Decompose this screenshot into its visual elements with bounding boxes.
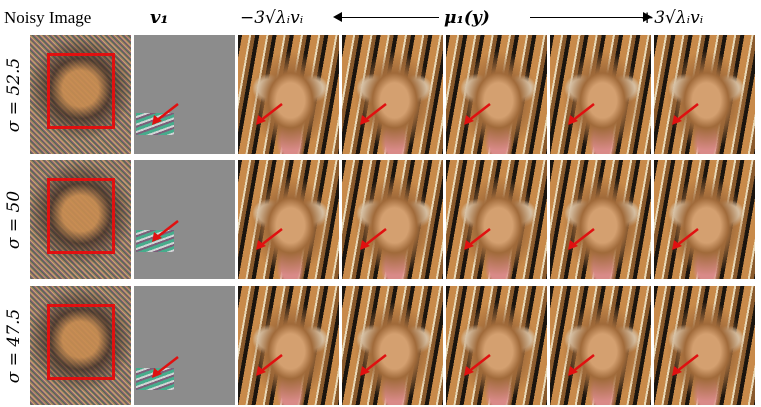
crop-box [47,304,115,380]
mean-image [446,286,547,405]
red-arrow-icon [256,103,283,125]
red-arrow-icon [672,228,699,250]
sample-image [238,286,339,405]
red-arrow-icon [464,103,491,125]
sample-image [342,160,443,279]
red-arrow-icon [360,354,387,376]
v1-image [134,35,235,154]
sample-image [342,286,443,405]
sigma-row: σ = 47.5 [0,286,761,406]
column-header-minus: −3√λᵢvᵢ [240,8,304,28]
red-arrow-icon [464,354,491,376]
column-header-noisy-image: Noisy Image [4,8,92,27]
v1-image [134,286,235,405]
column-header-v1: v₁ [150,7,169,28]
red-arrow-icon [256,354,283,376]
mean-image [446,35,547,154]
red-arrow-icon [672,354,699,376]
row-label: σ = 47.5 [0,286,28,406]
red-arrow-icon [568,354,595,376]
arrow-left-icon [333,12,342,22]
sigma-label: σ = 52.5 [4,57,24,133]
column-header-mean: μ₁(y) [444,8,490,28]
v1-stripe [136,368,174,390]
red-arrow-icon [672,103,699,125]
noisy-image [30,286,131,405]
sigma-label: σ = 50 [4,190,24,250]
sigma-label: σ = 47.5 [4,308,24,384]
red-arrow-icon [568,228,595,250]
red-arrow-icon [568,103,595,125]
sigma-row: σ = 50 [0,160,761,280]
sample-image [238,160,339,279]
red-arrow-icon [152,356,179,378]
v1-image [134,160,235,279]
arrow-line-right [530,17,644,18]
crop-box [47,178,115,254]
noisy-image [30,160,131,279]
arrow-right-icon [643,12,652,22]
noisy-image [30,35,131,154]
red-arrow-icon [152,103,179,125]
row-label: σ = 50 [0,160,28,280]
mean-image [446,160,547,279]
sample-image [550,286,651,405]
column-header-plus: +3√λᵢvᵢ [640,8,704,28]
sample-image [654,160,755,279]
sigma-row: σ = 52.5 [0,35,761,155]
red-arrow-icon [360,103,387,125]
v1-stripe [136,230,174,252]
red-arrow-icon [152,220,179,242]
red-arrow-icon [464,228,491,250]
crop-box [47,53,115,129]
v1-stripe [136,113,174,135]
row-label: σ = 52.5 [0,35,28,155]
sample-image [550,160,651,279]
red-arrow-icon [256,228,283,250]
sample-image [550,35,651,154]
sample-image [654,286,755,405]
sample-image [342,35,443,154]
sample-image [238,35,339,154]
arrow-line-left [341,17,439,18]
red-arrow-icon [360,228,387,250]
sample-image [654,35,755,154]
